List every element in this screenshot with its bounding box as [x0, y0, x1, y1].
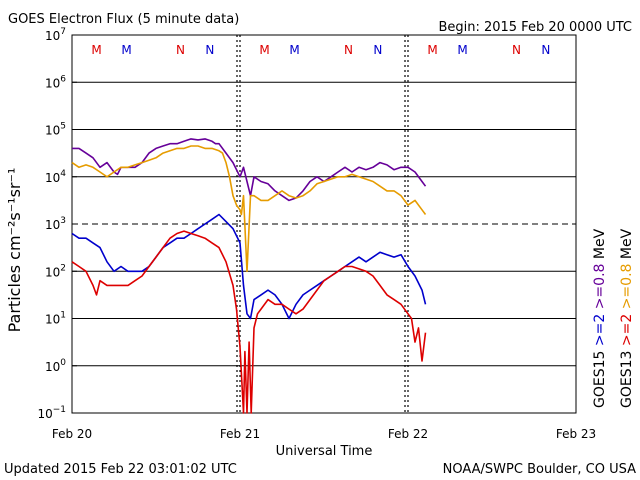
series [71, 138, 427, 414]
day-marker-label: N [541, 43, 550, 57]
legend-entry: >=0.8 [592, 264, 608, 314]
legend-column: GOES13 >=2 >=0.8 MeV [619, 228, 635, 408]
legend-entry: >=0.8 [619, 264, 635, 314]
y-tick-label: 104 [45, 169, 66, 185]
x-tick-label: Feb 20 [52, 427, 92, 441]
y-axis-label: Particles cm⁻²s⁻¹sr⁻¹ [5, 168, 24, 333]
day-marker-label: M [121, 43, 131, 57]
grid [72, 81, 576, 367]
begin-time: Begin: 2015 Feb 20 0000 UTC [438, 20, 632, 35]
x-tick-label: Feb 23 [556, 427, 596, 441]
day-marker-label: M [259, 43, 269, 57]
y-tick-labels: 10−1 100 101 102 103 104 105 106 107 [37, 27, 77, 421]
y-tick-label: 105 [45, 122, 66, 138]
x-tick-labels: Feb 20 Feb 21 Feb 22 Feb 23 [52, 427, 596, 441]
legend-entry: GOES13 [619, 351, 635, 408]
y-tick-label: 10−1 [37, 405, 66, 421]
legend-entry: >=2 [592, 314, 608, 351]
legend-entry: MeV [592, 228, 608, 263]
series-line [71, 213, 427, 320]
series-line [71, 145, 427, 273]
day-marker-label: N [176, 43, 185, 57]
series-line [71, 230, 427, 414]
x-tick-label: Feb 21 [220, 427, 260, 441]
legend-entry: MeV [619, 228, 635, 263]
updated-time: Updated 2015 Feb 22 03:01:02 UTC [4, 462, 237, 477]
x-axis-label: Universal Time [276, 444, 373, 459]
day-marker-label: M [91, 43, 101, 57]
legend-entry: >=2 [619, 314, 635, 351]
legend-column: GOES15 >=2 >=0.8 MeV [592, 228, 608, 408]
legend-entry: GOES15 [592, 351, 608, 408]
day-marker-label: N [512, 43, 521, 57]
credit: NOAA/SWPC Boulder, CO USA [443, 462, 636, 477]
y-tick-label: 100 [45, 358, 66, 374]
y-tick-label: 106 [45, 74, 66, 90]
day-marker-label: N [344, 43, 353, 57]
y-tick-label: 101 [45, 311, 66, 327]
day-marker-label: M [427, 43, 437, 57]
day-marker-label: M [457, 43, 467, 57]
y-tick-label: 107 [45, 27, 66, 43]
x-tick-label: Feb 22 [388, 427, 428, 441]
y-tick-label: 102 [45, 263, 66, 279]
day-marker-label: N [205, 43, 214, 57]
day-marker-label: N [373, 43, 382, 57]
y-tick-label: 103 [45, 216, 66, 232]
day-marker-label: M [289, 43, 299, 57]
chart-title: GOES Electron Flux (5 minute data) [8, 12, 239, 27]
